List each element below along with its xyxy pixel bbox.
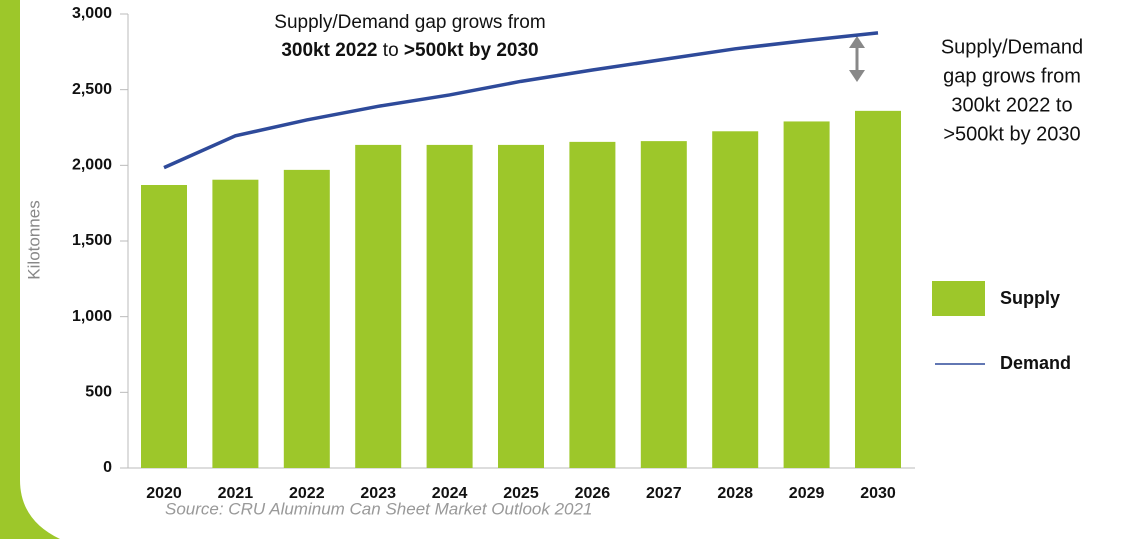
bar xyxy=(783,121,830,469)
legend-swatch xyxy=(932,281,985,316)
bar xyxy=(569,141,616,469)
bar xyxy=(426,144,473,469)
annotation-part: 300kt 2022 xyxy=(281,40,377,61)
bar xyxy=(855,110,901,468)
x-tick-label: 2020 xyxy=(146,485,182,502)
y-tick-label: 3,000 xyxy=(72,5,112,22)
bar xyxy=(355,144,402,469)
bar xyxy=(283,169,330,468)
annotation-part: to xyxy=(378,40,404,61)
x-tick-label: 2027 xyxy=(646,485,682,502)
annotation: >500kt by 2030 xyxy=(943,123,1080,145)
annotation: 300kt 2022 to >500kt by 2030 xyxy=(281,40,538,61)
y-tick-label: 500 xyxy=(85,384,112,401)
decor-band xyxy=(0,0,60,539)
x-tick-label: 2025 xyxy=(503,485,539,502)
annotation: gap grows from xyxy=(943,65,1081,87)
line xyxy=(163,31,879,170)
x-tick-label: 2029 xyxy=(789,485,825,502)
x-tick-label: 2024 xyxy=(432,485,468,502)
y-axis-label: Kilotonnes xyxy=(24,200,43,279)
legend-label: Supply xyxy=(1000,288,1060,308)
annotation-part: >500kt by 2030 xyxy=(404,40,539,61)
bar xyxy=(141,185,187,469)
annotation: Supply/Demand gap grows from xyxy=(274,12,545,33)
x-tick-label: 2028 xyxy=(717,485,753,502)
x-tick-label: 2021 xyxy=(218,485,254,502)
x-tick-label: 2023 xyxy=(360,485,396,502)
source: Source: CRU Aluminum Can Sheet Market Ou… xyxy=(165,499,592,518)
bar xyxy=(212,179,259,468)
x-tick-label: 2022 xyxy=(289,485,325,502)
y-tick-label: 1,000 xyxy=(72,308,112,325)
annotation: Supply/Demand xyxy=(941,36,1083,58)
annotation: 300kt 2022 to xyxy=(951,94,1072,116)
y-tick-label: 0 xyxy=(103,459,112,476)
y-tick-label: 2,000 xyxy=(72,157,112,174)
bar xyxy=(640,141,687,468)
y-tick-label: 2,500 xyxy=(72,81,112,98)
bar xyxy=(498,144,544,469)
y-tick-label: 1,500 xyxy=(72,232,112,249)
legend-label: Demand xyxy=(1000,353,1071,373)
gap-arrow xyxy=(849,36,865,82)
x-tick-label: 2030 xyxy=(860,485,896,502)
bar xyxy=(712,131,759,469)
x-tick-label: 2026 xyxy=(575,485,611,502)
